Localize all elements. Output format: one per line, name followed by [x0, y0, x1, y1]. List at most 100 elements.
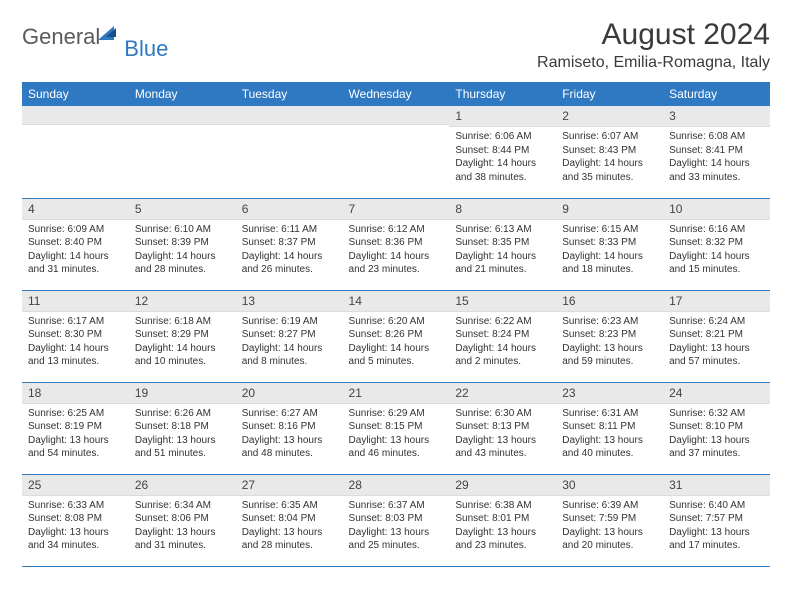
logo-sail-icon-2: [106, 28, 116, 37]
day-header: Wednesday: [343, 82, 450, 106]
sunrise-line: Sunrise: 6:35 AM: [242, 499, 337, 513]
daylight-line: Daylight: 14 hours and 35 minutes.: [562, 157, 657, 184]
sunset-line: Sunset: 8:26 PM: [349, 328, 444, 342]
daylight-line: Daylight: 14 hours and 13 minutes.: [28, 342, 123, 369]
sunrise-line: Sunrise: 6:25 AM: [28, 407, 123, 421]
daylight-line: Daylight: 14 hours and 8 minutes.: [242, 342, 337, 369]
day-body: Sunrise: 6:40 AMSunset: 7:57 PMDaylight:…: [663, 496, 770, 557]
sunrise-line: Sunrise: 6:10 AM: [135, 223, 230, 237]
day-number: 25: [22, 475, 129, 496]
day-number: 13: [236, 291, 343, 312]
daylight-line: Daylight: 14 hours and 5 minutes.: [349, 342, 444, 369]
sunset-line: Sunset: 8:41 PM: [669, 144, 764, 158]
day-number: 26: [129, 475, 236, 496]
day-body: Sunrise: 6:37 AMSunset: 8:03 PMDaylight:…: [343, 496, 450, 557]
day-header: Thursday: [449, 82, 556, 106]
sunset-line: Sunset: 8:24 PM: [455, 328, 550, 342]
sunset-line: Sunset: 8:37 PM: [242, 236, 337, 250]
day-body: Sunrise: 6:27 AMSunset: 8:16 PMDaylight:…: [236, 404, 343, 465]
sunrise-line: Sunrise: 6:30 AM: [455, 407, 550, 421]
day-header-row: SundayMondayTuesdayWednesdayThursdayFrid…: [22, 82, 770, 106]
sunset-line: Sunset: 8:08 PM: [28, 512, 123, 526]
day-body: Sunrise: 6:31 AMSunset: 8:11 PMDaylight:…: [556, 404, 663, 465]
calendar-day: 7Sunrise: 6:12 AMSunset: 8:36 PMDaylight…: [343, 198, 450, 290]
calendar-day: 15Sunrise: 6:22 AMSunset: 8:24 PMDayligh…: [449, 290, 556, 382]
daylight-line: Daylight: 13 hours and 59 minutes.: [562, 342, 657, 369]
day-number: 2: [556, 106, 663, 127]
sunrise-line: Sunrise: 6:06 AM: [455, 130, 550, 144]
calendar-day: 23Sunrise: 6:31 AMSunset: 8:11 PMDayligh…: [556, 382, 663, 474]
day-body: Sunrise: 6:39 AMSunset: 7:59 PMDaylight:…: [556, 496, 663, 557]
daylight-line: Daylight: 14 hours and 10 minutes.: [135, 342, 230, 369]
day-body: Sunrise: 6:07 AMSunset: 8:43 PMDaylight:…: [556, 127, 663, 188]
day-body: Sunrise: 6:10 AMSunset: 8:39 PMDaylight:…: [129, 220, 236, 281]
daylight-line: Daylight: 13 hours and 23 minutes.: [455, 526, 550, 553]
day-body: [129, 125, 236, 132]
day-header: Sunday: [22, 82, 129, 106]
sunrise-line: Sunrise: 6:07 AM: [562, 130, 657, 144]
sunrise-line: Sunrise: 6:32 AM: [669, 407, 764, 421]
calendar-day: 24Sunrise: 6:32 AMSunset: 8:10 PMDayligh…: [663, 382, 770, 474]
calendar-day: 14Sunrise: 6:20 AMSunset: 8:26 PMDayligh…: [343, 290, 450, 382]
calendar-day: 5Sunrise: 6:10 AMSunset: 8:39 PMDaylight…: [129, 198, 236, 290]
day-number: 19: [129, 383, 236, 404]
day-body: Sunrise: 6:26 AMSunset: 8:18 PMDaylight:…: [129, 404, 236, 465]
sunrise-line: Sunrise: 6:27 AM: [242, 407, 337, 421]
daylight-line: Daylight: 13 hours and 57 minutes.: [669, 342, 764, 369]
calendar-day: 20Sunrise: 6:27 AMSunset: 8:16 PMDayligh…: [236, 382, 343, 474]
sunset-line: Sunset: 7:59 PM: [562, 512, 657, 526]
calendar-day: 13Sunrise: 6:19 AMSunset: 8:27 PMDayligh…: [236, 290, 343, 382]
calendar-day: 18Sunrise: 6:25 AMSunset: 8:19 PMDayligh…: [22, 382, 129, 474]
calendar-week: 25Sunrise: 6:33 AMSunset: 8:08 PMDayligh…: [22, 474, 770, 566]
sunrise-line: Sunrise: 6:09 AM: [28, 223, 123, 237]
calendar-week: 18Sunrise: 6:25 AMSunset: 8:19 PMDayligh…: [22, 382, 770, 474]
sunrise-line: Sunrise: 6:12 AM: [349, 223, 444, 237]
sunset-line: Sunset: 7:57 PM: [669, 512, 764, 526]
day-body: Sunrise: 6:35 AMSunset: 8:04 PMDaylight:…: [236, 496, 343, 557]
sunset-line: Sunset: 8:35 PM: [455, 236, 550, 250]
logo-text-accent: Blue: [124, 36, 168, 62]
day-number: 5: [129, 199, 236, 220]
day-number: 28: [343, 475, 450, 496]
daylight-line: Daylight: 14 hours and 18 minutes.: [562, 250, 657, 277]
day-header: Saturday: [663, 82, 770, 106]
day-body: Sunrise: 6:29 AMSunset: 8:15 PMDaylight:…: [343, 404, 450, 465]
daylight-line: Daylight: 14 hours and 23 minutes.: [349, 250, 444, 277]
daylight-line: Daylight: 14 hours and 15 minutes.: [669, 250, 764, 277]
day-number: 14: [343, 291, 450, 312]
calendar-week: 4Sunrise: 6:09 AMSunset: 8:40 PMDaylight…: [22, 198, 770, 290]
sunrise-line: Sunrise: 6:08 AM: [669, 130, 764, 144]
day-body: Sunrise: 6:32 AMSunset: 8:10 PMDaylight:…: [663, 404, 770, 465]
calendar-table: SundayMondayTuesdayWednesdayThursdayFrid…: [22, 82, 770, 567]
calendar-day: 6Sunrise: 6:11 AMSunset: 8:37 PMDaylight…: [236, 198, 343, 290]
day-number: 27: [236, 475, 343, 496]
day-number: 9: [556, 199, 663, 220]
day-body: Sunrise: 6:19 AMSunset: 8:27 PMDaylight:…: [236, 312, 343, 373]
logo: General Blue: [22, 18, 176, 50]
day-number: 15: [449, 291, 556, 312]
day-number: 16: [556, 291, 663, 312]
day-body: Sunrise: 6:16 AMSunset: 8:32 PMDaylight:…: [663, 220, 770, 281]
day-number: 21: [343, 383, 450, 404]
day-body: Sunrise: 6:17 AMSunset: 8:30 PMDaylight:…: [22, 312, 129, 373]
header: General Blue August 2024 Ramiseto, Emili…: [22, 18, 770, 72]
sunset-line: Sunset: 8:11 PM: [562, 420, 657, 434]
calendar-day: 21Sunrise: 6:29 AMSunset: 8:15 PMDayligh…: [343, 382, 450, 474]
calendar-day: 4Sunrise: 6:09 AMSunset: 8:40 PMDaylight…: [22, 198, 129, 290]
sunrise-line: Sunrise: 6:29 AM: [349, 407, 444, 421]
daylight-line: Daylight: 13 hours and 40 minutes.: [562, 434, 657, 461]
day-body: Sunrise: 6:12 AMSunset: 8:36 PMDaylight:…: [343, 220, 450, 281]
sunrise-line: Sunrise: 6:13 AM: [455, 223, 550, 237]
month-title: August 2024: [537, 18, 770, 52]
sunrise-line: Sunrise: 6:15 AM: [562, 223, 657, 237]
sunrise-line: Sunrise: 6:26 AM: [135, 407, 230, 421]
day-number: [22, 106, 129, 125]
calendar-day: 19Sunrise: 6:26 AMSunset: 8:18 PMDayligh…: [129, 382, 236, 474]
calendar-day: 3Sunrise: 6:08 AMSunset: 8:41 PMDaylight…: [663, 106, 770, 198]
day-number: 20: [236, 383, 343, 404]
daylight-line: Daylight: 13 hours and 28 minutes.: [242, 526, 337, 553]
daylight-line: Daylight: 14 hours and 33 minutes.: [669, 157, 764, 184]
sunset-line: Sunset: 8:18 PM: [135, 420, 230, 434]
daylight-line: Daylight: 13 hours and 54 minutes.: [28, 434, 123, 461]
day-number: [343, 106, 450, 125]
